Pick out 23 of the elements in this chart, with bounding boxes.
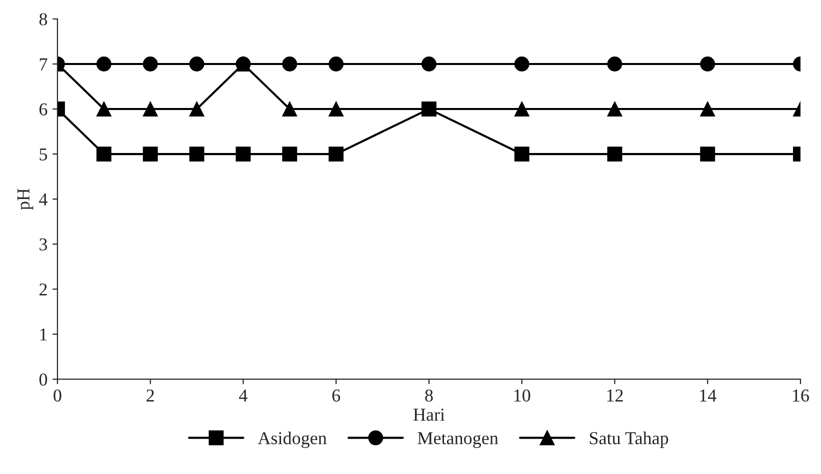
y-tick-label: 5 [40, 148, 48, 160]
x-tick-label: 10 [514, 389, 530, 402]
y-tick-label: 6 [39, 103, 48, 116]
y-tick-label: 0 [39, 373, 48, 386]
y-tick-label: 3 [40, 238, 48, 251]
y-tick-label: 2 [40, 283, 47, 296]
legend-label: Metanogen [418, 432, 498, 448]
y-axis-title: pH [17, 188, 34, 210]
x-axis-title: Hari [413, 408, 445, 421]
y-tick-label: 4 [39, 193, 48, 206]
y-tick-label: 8 [39, 13, 48, 26]
y-tick-label: 7 [40, 58, 48, 70]
legend-label: Satu Tahap [590, 432, 668, 448]
x-tick-label: 4 [239, 390, 248, 402]
x-tick-label: 0 [54, 389, 62, 402]
x-tick-label: 6 [332, 389, 340, 402]
x-tick-label: 8 [425, 389, 433, 402]
x-tick-label: 14 [700, 390, 716, 402]
y-tick-label: 1 [40, 328, 47, 340]
x-tick-label: 2 [146, 389, 154, 402]
legend-label: Asidogen [258, 432, 327, 448]
x-tick-label: 16 [793, 389, 809, 402]
x-tick-label: 12 [607, 389, 623, 402]
